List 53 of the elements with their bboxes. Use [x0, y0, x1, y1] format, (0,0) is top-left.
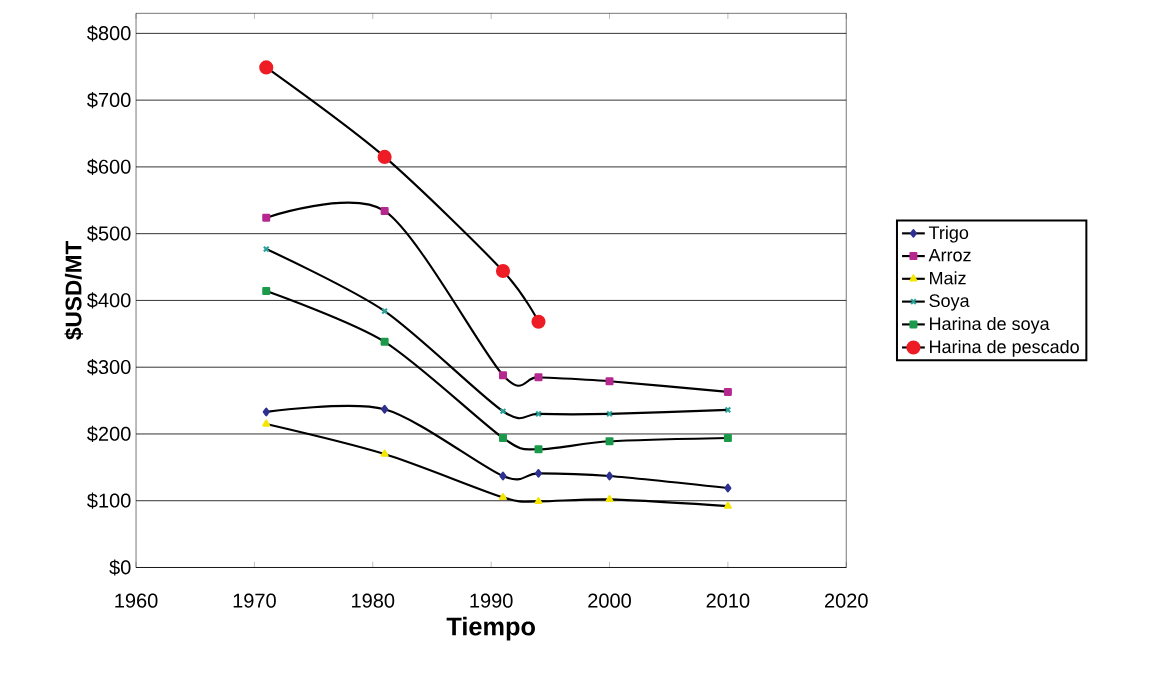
legend-label: Harina de pescado: [930, 340, 1079, 357]
point: [605, 495, 614, 503]
y-tick-label: $500: [87, 225, 131, 242]
point: [531, 314, 546, 330]
legend-label: Trigo: [928, 226, 969, 243]
point: [723, 501, 732, 510]
y-tick-label: $600: [87, 159, 131, 176]
point: [498, 434, 507, 443]
x-tick-label: 1970: [233, 593, 276, 608]
point: [262, 213, 271, 222]
legend-label: Harina de soya: [930, 317, 1050, 334]
point: [723, 388, 732, 397]
x-tick-label: 2000: [588, 593, 631, 608]
y-tick-label: $400: [87, 292, 131, 309]
y-tick-label: $100: [87, 492, 131, 510]
point: [262, 419, 271, 427]
point: [380, 207, 389, 216]
point: [723, 434, 732, 443]
point: [534, 497, 543, 505]
point: [262, 287, 271, 296]
y-axis-title: $USD/MT: [64, 241, 83, 341]
point: [262, 407, 270, 417]
point: [381, 405, 389, 414]
point: [605, 437, 614, 446]
legend-label: Maiz: [930, 271, 966, 285]
point: [724, 483, 732, 493]
x-tick-label: 1990: [470, 593, 513, 608]
y-tick-label: $700: [87, 92, 131, 109]
legend-label: Soya: [929, 294, 970, 311]
x-tick-label: 1980: [352, 593, 395, 608]
point: [498, 371, 507, 380]
point: [499, 471, 507, 481]
point: [495, 264, 511, 279]
point: [380, 338, 389, 347]
point: [381, 307, 389, 315]
x-tick-label: 2010: [706, 593, 750, 608]
legend-label: Arroz: [928, 249, 971, 262]
point: [605, 377, 614, 386]
point: [377, 150, 392, 165]
point: [380, 449, 389, 457]
x-axis-title: Tiempo: [446, 617, 535, 641]
x-tick-label: 2020: [825, 593, 868, 608]
y-tick-label: $300: [87, 359, 131, 376]
point: [499, 493, 507, 501]
point: [534, 445, 543, 454]
x-tick-label: 1960: [115, 593, 158, 608]
point: [534, 469, 543, 478]
point: [259, 60, 274, 75]
y-tick-label: $800: [87, 25, 131, 42]
point: [534, 373, 543, 382]
y-tick-label: $200: [87, 426, 131, 443]
y-tick-label: $0: [109, 559, 131, 576]
point: [605, 471, 614, 481]
